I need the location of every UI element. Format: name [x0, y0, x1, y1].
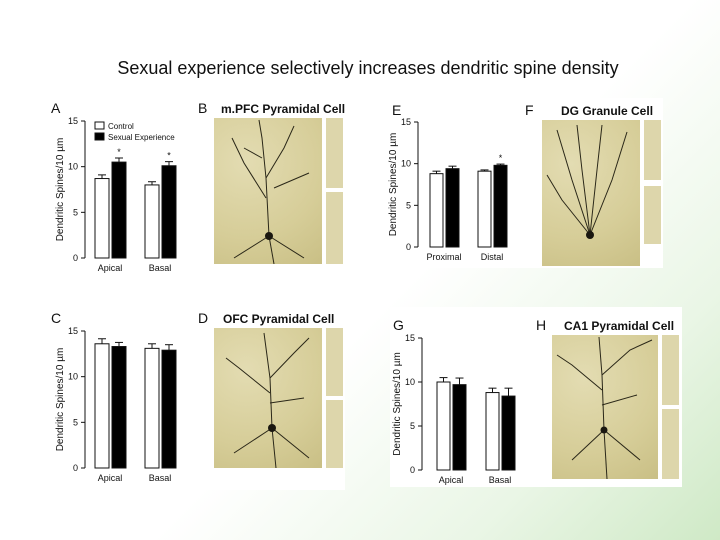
spine-strip-h-top: [662, 335, 679, 405]
x-tick-label-e: Distal: [481, 252, 504, 262]
y-tick-label-g: 15: [405, 333, 415, 343]
bar-g: [485, 392, 500, 471]
y-tick-label-a: 5: [73, 207, 78, 217]
micrograph-mpfc-cell: [214, 118, 322, 264]
bar-c: [161, 349, 177, 469]
legend-swatch-control: [94, 121, 105, 130]
y-axis-label-c: Dendritic Spines/10 µm: [55, 348, 66, 452]
micro-title-h: CA1 Pyramidal Cell: [564, 319, 675, 333]
panel-group-a-b: A 0 5 10 15 Dendritic Spines/10 µm * Apical * Ba…: [47, 98, 345, 280]
panel-group-g-h: G 0 5 10 15 Dendritic Spines/10 µm Apical Basa…: [390, 307, 682, 487]
bar-g: [436, 381, 451, 471]
bar-a: [111, 161, 127, 259]
y-tick-label-c: 15: [68, 326, 78, 336]
micrograph-ofc-cell: [214, 328, 322, 468]
x-tick-label-g: Basal: [489, 475, 512, 485]
y-tick-label-g: 10: [405, 377, 415, 387]
slide-title: Sexual experience selectively increases …: [117, 58, 619, 78]
y-tick-label-a: 0: [73, 253, 78, 263]
y-tick-label-c: 5: [73, 417, 78, 427]
x-tick-label-g: Apical: [439, 475, 464, 485]
bar-a: [144, 184, 160, 259]
y-tick-label-e: 5: [406, 200, 411, 210]
legend-label-experience: Sexual Experience: [108, 133, 175, 142]
micrograph-dg-cell: [542, 120, 640, 266]
y-axis-label-g: Dendritic Spines/10 µm: [392, 352, 403, 456]
bar-c: [94, 343, 110, 469]
y-tick-label-a: 10: [68, 162, 78, 172]
panel-letter-c: C: [51, 310, 62, 326]
y-tick-label-g: 0: [410, 465, 415, 475]
micrograph-ca1-cell: [552, 335, 658, 479]
spine-strip-d-top: [326, 328, 343, 396]
y-tick-label-e: 10: [401, 159, 411, 169]
bar-c: [144, 347, 160, 469]
panel-letter-a: A: [51, 100, 61, 116]
spine-strip-d-bottom: [326, 400, 343, 468]
panel-letter-g: G: [393, 317, 404, 333]
significance-star-a: *: [167, 151, 171, 161]
legend-label-control: Control: [108, 122, 134, 131]
legend-swatch-experience: [94, 132, 105, 141]
bar-e: [429, 173, 444, 248]
panel-letter-e: E: [392, 102, 402, 118]
spine-strip-b-bottom: [326, 192, 343, 264]
bar-a: [161, 165, 177, 259]
bar-e: [445, 168, 460, 248]
spine-strip-f-bottom: [644, 186, 661, 244]
bar-a: [94, 178, 110, 259]
spine-strip-f-top: [644, 120, 661, 180]
x-tick-label-c: Basal: [149, 473, 172, 483]
bar-g: [501, 395, 516, 471]
y-axis-label-e: Dendritic Spines/10 µm: [388, 133, 399, 237]
micro-title-d: OFC Pyramidal Cell: [223, 312, 335, 326]
panel-letter-b: B: [198, 100, 208, 116]
micro-title-b: m.PFC Pyramidal Cell: [221, 102, 346, 116]
neuron-drawing-b: [231, 119, 310, 264]
x-tick-label-a: Apical: [98, 263, 123, 273]
bar-e: [477, 170, 492, 248]
neuron-drawing-f: [546, 124, 628, 239]
panel-group-e-f: E 0 5 10 15 Dendritic Spines/10 µm Proximal * D…: [386, 98, 663, 268]
chart-c: 0 5 10 15 Dendritic Spines/10 µm Apical Basal: [55, 326, 177, 483]
spine-strip-h-bottom: [662, 409, 679, 479]
neuron-drawing-h: [556, 336, 653, 479]
bar-e: [493, 164, 508, 248]
panel-group-c-d: C 0 5 10 15 Dendritic Spines/10 µm Apical Basa…: [47, 308, 345, 490]
y-axis-label-a: Dendritic Spines/10 µm: [55, 138, 66, 242]
y-tick-label-c: 0: [73, 463, 78, 473]
chart-a: 0 5 10 15 Dendritic Spines/10 µm * Apical * Basa…: [55, 116, 177, 273]
y-tick-label-e: 15: [401, 117, 411, 127]
panel-letter-f: F: [525, 102, 534, 118]
neuron-drawing-d: [225, 332, 310, 468]
x-tick-label-e: Proximal: [426, 252, 461, 262]
panel-letter-d: D: [198, 310, 209, 326]
y-tick-label-a: 15: [68, 116, 78, 126]
y-tick-label-e: 0: [406, 242, 411, 252]
y-tick-label-c: 10: [68, 372, 78, 382]
significance-star-e: *: [499, 153, 503, 163]
bar-g: [452, 384, 467, 471]
spine-strip-b-top: [326, 118, 343, 188]
micro-title-f: DG Granule Cell: [561, 104, 654, 118]
panel-letter-h: H: [536, 317, 547, 333]
significance-star-a: *: [117, 147, 121, 157]
bar-c: [111, 346, 127, 469]
x-tick-label-c: Apical: [98, 473, 123, 483]
x-tick-label-a: Basal: [149, 263, 172, 273]
y-tick-label-g: 5: [410, 421, 415, 431]
